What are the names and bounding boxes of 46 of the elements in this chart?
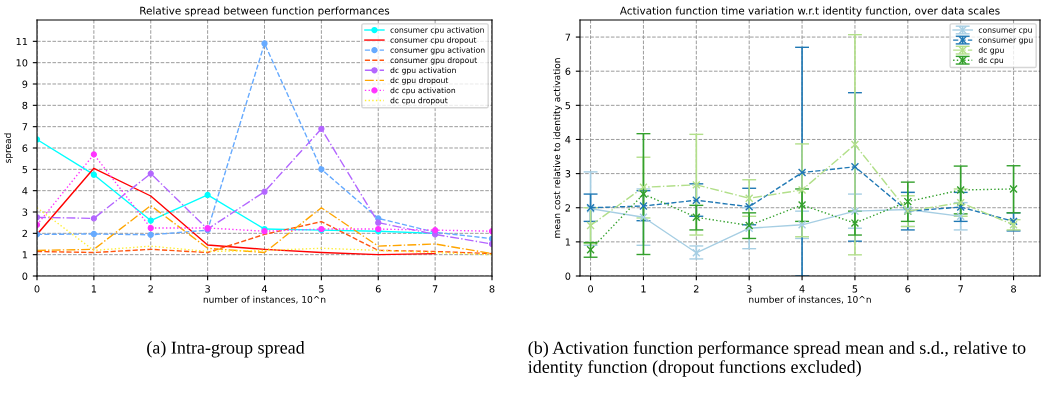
y-tick-label: 2 xyxy=(22,229,27,238)
x-tick-label: 5 xyxy=(319,285,324,293)
x-tick-label: 0 xyxy=(588,285,594,293)
x-tick-label: 4 xyxy=(799,285,805,293)
text: (a) Intra-group spread xyxy=(147,341,305,358)
chart-title: Activation function time variation w.r.t identity function, over data scales xyxy=(619,6,1000,17)
y-tick-label: 2 xyxy=(565,204,570,212)
y-tick-label: 9 xyxy=(22,80,28,88)
x-tick-label: 8 xyxy=(1011,285,1016,293)
x-axis-title: number of instances, 10^n xyxy=(749,295,871,304)
text: (b) Activation function performance spread mean and s.d., relative to identity function (dropout functions excluded) xyxy=(528,341,1026,377)
y-tick-label: 1 xyxy=(22,251,28,259)
x-tick-label: 6 xyxy=(905,285,911,293)
x-tick-label: 2 xyxy=(693,285,699,293)
y-tick-label: 8 xyxy=(22,101,28,110)
y-tick-label: 5 xyxy=(565,101,571,110)
y-axis-title: mean cost relative to identity activation xyxy=(553,58,563,238)
y-tick-label: 1 xyxy=(565,238,571,246)
x-tick-label: 2 xyxy=(148,285,153,293)
y-tick-label: 4 xyxy=(565,136,571,144)
y-tick-label: 10 xyxy=(16,59,28,67)
y-tick-label: 4 xyxy=(22,187,28,195)
y-tick-label: 6 xyxy=(565,67,571,76)
y-tick-label: 3 xyxy=(565,170,571,178)
x-tick-label: 1 xyxy=(91,285,97,293)
y-tick-label: 0 xyxy=(22,272,28,280)
y-tick-label: 7 xyxy=(565,33,571,41)
chart-title: Relative spread between function performances xyxy=(140,6,390,17)
x-tick-label: 7 xyxy=(432,285,438,293)
x-tick-label: 7 xyxy=(958,285,963,293)
y-tick-label: 3 xyxy=(22,208,28,216)
x-tick-label: 5 xyxy=(852,285,858,293)
y-tick-label: 11 xyxy=(16,37,28,46)
x-tick-label: 3 xyxy=(205,285,210,293)
y-axis-title: spread xyxy=(4,133,13,163)
x-tick-label: 1 xyxy=(641,285,646,293)
x-tick-label: 6 xyxy=(375,285,381,293)
y-tick-label: 7 xyxy=(22,123,28,131)
y-tick-label: 0 xyxy=(565,272,571,280)
x-tick-label: 4 xyxy=(261,285,268,293)
x-tick-label: 3 xyxy=(746,285,752,293)
y-tick-label: 6 xyxy=(22,144,28,152)
y-tick-label: 5 xyxy=(22,165,28,174)
x-tick-label: 8 xyxy=(489,285,495,293)
x-tick-label: 0 xyxy=(34,285,40,293)
x-axis-title: number of instances, 10^n xyxy=(203,295,326,304)
